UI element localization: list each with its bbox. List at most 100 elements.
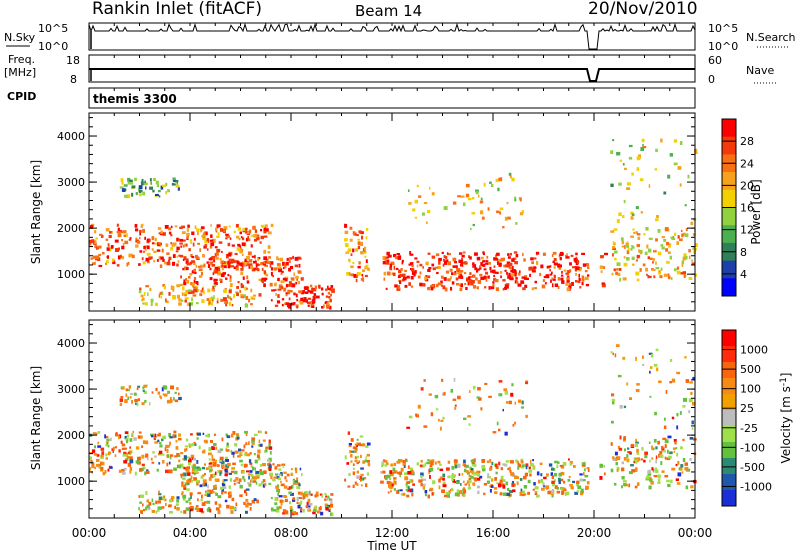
echo-cell [116,231,121,234]
echo-cell [261,267,264,271]
echo-cell [496,271,499,274]
echo-cell [577,280,581,284]
echo-cell [185,500,189,503]
echo-cell [688,249,691,253]
echo-cell [636,167,640,171]
echo-cell [250,234,254,237]
echo-cell [256,476,260,479]
echo-cell [247,263,251,267]
echo-cell [533,482,536,486]
echo-cell [482,252,485,256]
echo-cell [150,298,154,303]
echo-cell [128,253,131,258]
echo-cell [209,297,213,302]
echo-cell [429,464,433,468]
echo-cell [255,267,259,271]
search-right-label: N.Search [746,31,796,44]
echo-cell [496,252,500,256]
echo-cell [205,434,210,438]
echo-cell [622,480,627,483]
echo-cell [648,485,652,490]
echo-cell [253,233,258,238]
echo-cell [500,467,503,471]
echo-cell [155,387,158,391]
echo-cell [300,500,303,505]
echo-cell [659,450,663,455]
echo-cell [677,166,682,170]
echo-cell [627,247,630,251]
echo-cell [584,270,588,273]
echo-cell [680,229,683,232]
echo-cell [624,483,627,487]
echo-cell [460,263,462,267]
velocity-colorbar-label-sup: -1 [779,377,789,386]
echo-cell [251,499,256,504]
echo-cell [162,258,165,262]
echo-cell [667,275,671,280]
echo-cell [490,485,494,488]
echo-cell [564,492,567,497]
echo-cell [483,483,487,486]
echo-cell [661,445,664,449]
echo-cell [520,460,523,463]
echo-cell [443,258,445,262]
echo-cell [473,458,476,462]
echo-cell [164,498,167,502]
echo-cell [246,280,250,284]
echo-cell [531,270,536,273]
colorbar-tick-label: 20 [740,179,754,192]
echo-cell [142,297,145,301]
echo-cell [183,486,187,490]
echo-cell [344,243,349,247]
echo-cell [482,251,485,254]
echo-cell [184,448,187,452]
echo-cell [615,344,620,348]
echo-cell [495,178,499,183]
echo-cell [476,269,479,273]
echo-cell [211,446,215,450]
echo-cell [217,510,221,515]
echo-cell [613,228,618,231]
y-tick-label: 4000 [57,337,85,350]
echo-cell [114,454,117,457]
echo-cell [292,482,296,485]
echo-cell [286,487,289,490]
echo-cell [127,451,132,454]
echo-cell [489,266,492,271]
echo-cell [356,442,359,445]
echo-cell [208,258,213,261]
echo-cell [174,180,179,183]
echo-cell [221,263,224,268]
echo-cell [160,396,162,400]
echo-cell [239,484,243,489]
echo-cell [259,464,263,467]
echo-cell [438,485,441,490]
echo-cell [632,263,635,266]
echo-cell [184,299,187,303]
echo-cell [182,267,185,271]
echo-cell [296,277,298,281]
echo-cell [124,435,127,440]
echo-cell [506,201,509,205]
echo-cell [387,254,392,258]
echo-cell [653,250,657,253]
echo-cell [630,211,634,215]
echo-cell [463,459,466,464]
echo-cell [427,210,431,214]
echo-cell [629,451,632,455]
echo-cell [575,266,580,270]
echo-cell [527,491,530,495]
echo-cell [248,483,252,487]
echo-cell [532,466,536,470]
echo-cell [236,247,241,251]
echo-cell [498,380,503,383]
echo-cell [617,374,622,378]
echo-cell [203,263,206,268]
echo-cell [157,500,161,504]
echo-cell [159,264,163,268]
echo-cell [138,431,142,434]
echo-cell [254,467,256,471]
echo-cell [422,483,426,486]
echo-cell [230,258,235,263]
echo-cell [427,275,431,279]
